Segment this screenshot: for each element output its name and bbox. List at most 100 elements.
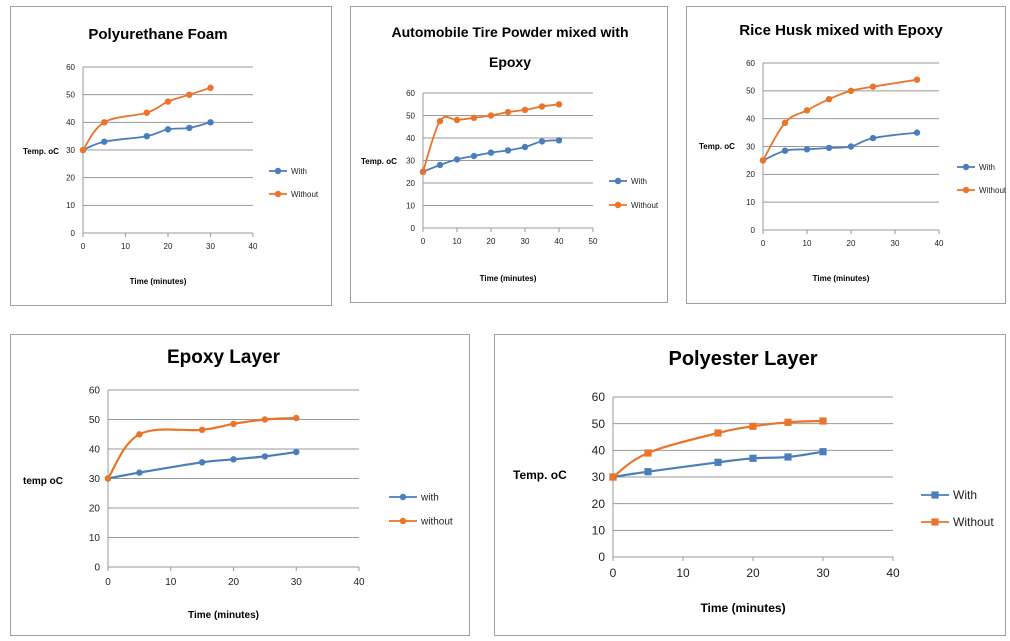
chart-svg: Polyurethane Foam 0 10 20 30 40 50 60 0 10 20 30 40 T…	[23, 26, 319, 286]
chart-svg: Automobile Tire Powder mixed with Epoxy 0 1…	[361, 24, 659, 283]
chart-panel-tire-powder-epoxy: Automobile Tire Powder mixed with Epoxy 0 1…	[350, 6, 668, 303]
data-point-with	[913, 129, 921, 136]
x-tick-label: 0	[761, 239, 766, 248]
legend-marker	[931, 491, 939, 499]
data-point-with	[869, 134, 877, 142]
x-tick-label: 30	[291, 577, 303, 588]
data-point-without	[784, 418, 792, 426]
data-point-with	[143, 133, 150, 140]
chart-panel-epoxy-layer: Epoxy Layer 0 10 20 30 40 50 60 0 10 20 30 40 temp oC…	[10, 334, 470, 636]
data-point-with	[521, 143, 529, 151]
y-tick-label: 0	[411, 224, 416, 233]
data-point-without	[803, 107, 811, 114]
y-tick-label: 20	[406, 179, 415, 188]
x-tick-label: 0	[610, 566, 617, 580]
y-tick-label: 60	[746, 59, 755, 68]
legend-marker	[614, 177, 622, 185]
y-tick-label: 60	[592, 390, 606, 404]
data-point-without	[869, 83, 877, 90]
legend-marker	[614, 201, 622, 209]
data-point-with	[101, 138, 108, 145]
x-tick-label: 10	[803, 239, 812, 248]
chart-svg: Polyester Layer 0 10 20 30 40 50 60 0 10 20 30 40 Tem…	[513, 348, 994, 615]
data-point-without	[847, 87, 855, 95]
x-tick-label: 0	[81, 242, 86, 251]
data-point-with	[164, 126, 172, 133]
chart-title: Epoxy	[489, 54, 531, 70]
data-point-without	[749, 422, 757, 430]
y-tick-label: 60	[406, 89, 415, 98]
data-point-with	[198, 459, 206, 466]
legend-label: With	[953, 488, 977, 502]
data-point-with	[538, 138, 546, 145]
legend-label: Without	[953, 515, 994, 529]
y-tick-label: 10	[592, 524, 606, 538]
data-point-without	[714, 429, 722, 437]
data-point-without	[644, 449, 652, 457]
y-tick-label: 30	[89, 474, 101, 485]
x-tick-label: 30	[206, 242, 215, 251]
data-point-without	[164, 98, 172, 105]
legend-label: Without	[291, 190, 319, 199]
data-point-with	[186, 124, 193, 132]
data-point-without	[781, 119, 789, 127]
y-tick-label: 40	[89, 445, 101, 456]
data-point-without	[555, 101, 563, 108]
data-point-with	[825, 144, 833, 152]
x-tick-label: 20	[228, 577, 240, 588]
legend-marker	[962, 163, 970, 171]
x-tick-label: 20	[164, 242, 173, 251]
chart-svg: Rice Husk mixed with Epoxy 0 10 20 30 40 50 60 0…	[699, 22, 1007, 283]
y-tick-label: 10	[66, 201, 75, 210]
legend-label: With	[979, 163, 995, 172]
y-tick-label: 60	[89, 386, 101, 397]
data-point-without	[293, 414, 300, 422]
chart-title: Epoxy Layer	[167, 347, 281, 368]
legend-marker	[399, 517, 407, 525]
y-tick-label: 30	[592, 470, 606, 484]
chart-title: Polyurethane Foam	[88, 26, 227, 43]
chart-title: Rice Husk mixed with Epoxy	[739, 22, 943, 39]
x-tick-label: 50	[589, 237, 598, 246]
x-tick-label: 20	[847, 239, 856, 248]
y-tick-label: 0	[751, 226, 756, 235]
y-axis-label: temp oC	[23, 476, 63, 487]
y-tick-label: 20	[66, 173, 75, 182]
data-point-with	[781, 147, 789, 154]
x-axis-label: Time (minutes)	[700, 601, 785, 615]
data-point-without	[470, 114, 478, 122]
legend-marker	[962, 186, 970, 194]
x-tick-label: 0	[421, 237, 426, 246]
y-tick-label: 40	[66, 118, 75, 127]
data-point-without	[261, 416, 269, 423]
data-point-with	[230, 456, 237, 463]
y-axis-label: Temp. oC	[23, 147, 59, 156]
y-tick-label: 20	[592, 497, 606, 511]
y-tick-label: 40	[592, 444, 606, 458]
data-point-with	[819, 448, 827, 456]
y-tick-label: 0	[94, 563, 100, 574]
x-tick-label: 40	[886, 566, 900, 580]
data-point-with	[470, 152, 478, 160]
data-point-with	[207, 119, 214, 126]
x-tick-label: 30	[521, 237, 530, 246]
data-point-without	[487, 112, 495, 119]
data-point-with	[261, 453, 269, 460]
data-point-without	[436, 117, 444, 125]
data-point-with	[644, 468, 652, 476]
data-point-with	[487, 149, 495, 156]
x-axis-label: Time (minutes)	[188, 610, 259, 621]
data-point-without	[419, 168, 427, 175]
data-point-with	[453, 156, 461, 163]
x-axis-label: Time (minutes)	[813, 274, 870, 283]
data-point-with	[784, 453, 792, 461]
y-tick-label: 50	[66, 90, 75, 99]
y-axis-label: Temp. oC	[699, 142, 735, 151]
data-point-without	[136, 431, 143, 438]
y-tick-label: 10	[406, 201, 415, 210]
y-axis-label: Temp. oC	[361, 157, 397, 166]
chart-panel-polyurethane-foam: Polyurethane Foam 0 10 20 30 40 50 60 0 10 20 30 40 T…	[10, 6, 332, 306]
data-point-without	[453, 116, 461, 124]
data-point-with	[803, 146, 811, 153]
x-tick-label: 20	[487, 237, 496, 246]
